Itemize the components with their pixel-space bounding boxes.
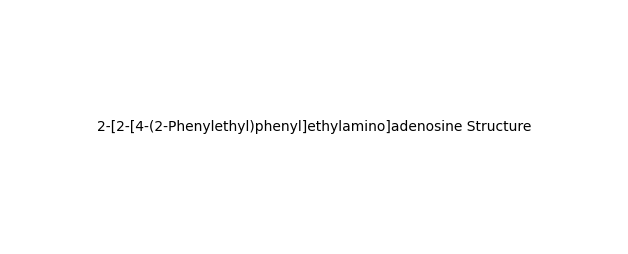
Text: 2-[2-[4-(2-Phenylethyl)phenyl]ethylamino]adenosine Structure: 2-[2-[4-(2-Phenylethyl)phenyl]ethylamino… [97, 120, 531, 134]
